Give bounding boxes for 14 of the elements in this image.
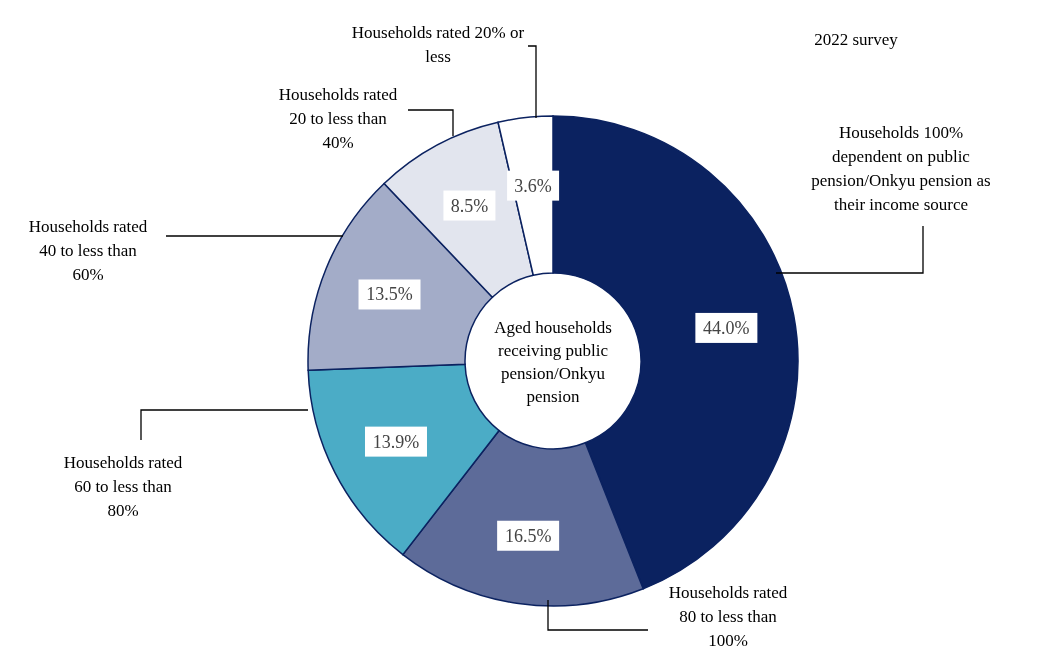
slice-label: Households rated 20 to less than 40% — [278, 85, 398, 152]
slice-label: Households 100% dependent on public pension/Onkyu pension as their income source — [811, 123, 991, 214]
chart-subtitle: 2022 survey — [814, 30, 899, 49]
data-label: 13.5% — [366, 284, 413, 305]
slice-label: Households rated 20% or less — [351, 23, 525, 66]
data-label: 16.5% — [504, 525, 552, 546]
slice-label: Households rated 40 to less than 60% — [28, 217, 148, 284]
data-label: 8.5% — [450, 195, 489, 216]
data-label: 44.0% — [703, 317, 750, 338]
data-label: 3.6% — [514, 175, 552, 196]
slice-label: Households rated 80 to less than 100% — [668, 583, 788, 650]
data-label: 13.9% — [372, 431, 420, 452]
slice-label: Households rated 60 to less than 80% — [63, 453, 183, 520]
text: Aged households receiving public pension/Onkyu pension — [494, 317, 612, 406]
